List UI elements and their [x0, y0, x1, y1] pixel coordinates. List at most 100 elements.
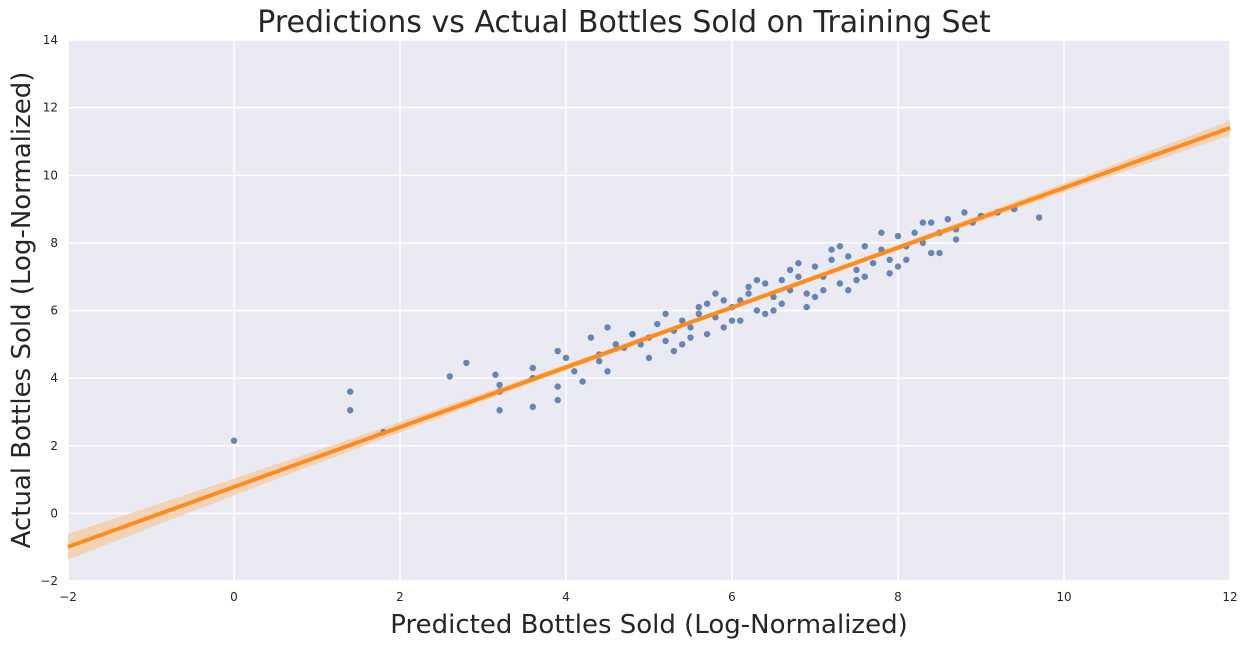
data-point — [795, 259, 802, 267]
data-point — [753, 307, 761, 314]
x-tick-label: 4 — [562, 590, 570, 604]
data-point — [762, 310, 769, 318]
data-point — [720, 297, 727, 304]
data-point — [492, 371, 499, 378]
y-tick-label: 2 — [50, 439, 58, 453]
data-point — [662, 310, 669, 318]
data-point — [554, 383, 561, 390]
data-point — [446, 373, 453, 380]
data-point — [861, 243, 868, 250]
data-point — [720, 324, 727, 331]
data-point — [745, 290, 752, 297]
data-point — [496, 381, 503, 389]
data-point — [737, 317, 744, 324]
x-axis-ticks: −2 0 2 4 6 8 10 12 — [59, 590, 1237, 604]
data-point — [687, 324, 694, 331]
data-point — [679, 341, 686, 348]
data-point — [928, 249, 935, 257]
data-point — [604, 368, 611, 375]
data-point — [903, 256, 910, 263]
data-point — [703, 300, 711, 307]
x-tick-label: 0 — [230, 590, 238, 604]
data-point — [894, 232, 902, 240]
data-point — [928, 219, 935, 226]
data-point — [820, 287, 827, 294]
data-point — [347, 407, 354, 414]
data-point — [869, 259, 877, 267]
data-point — [886, 270, 893, 277]
data-point — [919, 219, 927, 226]
data-point — [952, 236, 960, 243]
y-tick-label: 10 — [43, 168, 58, 182]
regression-line — [67, 126, 1231, 549]
y-tick-label: 12 — [43, 101, 58, 115]
data-point — [604, 324, 611, 331]
data-point — [579, 378, 586, 385]
data-point — [944, 216, 951, 223]
data-point — [529, 403, 536, 411]
data-point — [803, 290, 810, 297]
data-point — [836, 280, 844, 287]
data-point — [961, 209, 968, 216]
data-point — [1035, 214, 1043, 221]
data-point — [496, 407, 503, 414]
data-point — [786, 266, 794, 274]
data-point — [845, 253, 852, 260]
y-axis-label: Actual Bottles Sold (Log-Normalized) — [7, 72, 37, 549]
data-point — [347, 388, 354, 395]
data-point — [886, 256, 893, 263]
data-point — [662, 337, 669, 345]
data-point — [645, 354, 653, 362]
data-point — [703, 330, 711, 338]
data-point — [828, 246, 835, 253]
x-tick-label: 8 — [894, 590, 902, 604]
regression-line-group — [67, 126, 1231, 549]
y-tick-label: −2 — [40, 574, 58, 588]
data-point — [612, 341, 619, 348]
x-tick-label: 2 — [396, 590, 404, 604]
data-point — [554, 396, 561, 404]
data-point — [562, 354, 570, 362]
data-point — [596, 358, 603, 365]
data-point — [745, 283, 752, 291]
y-tick-label: 8 — [50, 236, 58, 250]
data-point — [554, 347, 561, 355]
data-point — [587, 334, 595, 341]
data-point — [679, 317, 686, 324]
data-point — [861, 273, 868, 280]
data-point — [762, 280, 769, 287]
data-point — [654, 320, 661, 328]
y-tick-label: 4 — [50, 371, 58, 385]
data-point — [911, 229, 918, 236]
data-point — [803, 303, 810, 311]
data-point — [695, 310, 702, 318]
data-point — [712, 290, 719, 297]
x-axis-label: Predicted Bottles Sold (Log-Normalized) — [390, 610, 907, 640]
data-point — [529, 364, 536, 372]
data-point — [795, 273, 802, 280]
x-tick-label: −2 — [59, 590, 77, 604]
data-point — [811, 293, 819, 301]
y-axis-ticks: −2 0 2 4 6 8 10 12 14 — [40, 33, 58, 588]
data-point — [811, 263, 819, 270]
data-point — [629, 330, 636, 338]
data-point — [853, 266, 860, 274]
data-point — [836, 243, 844, 250]
data-point — [853, 276, 860, 284]
data-point — [845, 287, 852, 294]
data-point — [687, 334, 694, 341]
data-point — [778, 300, 785, 307]
data-point — [753, 276, 761, 284]
chart-title: Predictions vs Actual Bottles Sold on Tr… — [257, 5, 991, 40]
data-point — [778, 276, 785, 284]
data-point — [695, 303, 702, 311]
y-tick-label: 14 — [43, 33, 58, 47]
data-point — [878, 229, 885, 236]
data-point — [728, 317, 736, 324]
data-point — [828, 256, 835, 263]
y-tick-label: 0 — [50, 506, 58, 520]
y-tick-label: 6 — [50, 304, 58, 318]
x-tick-label: 6 — [728, 590, 736, 604]
